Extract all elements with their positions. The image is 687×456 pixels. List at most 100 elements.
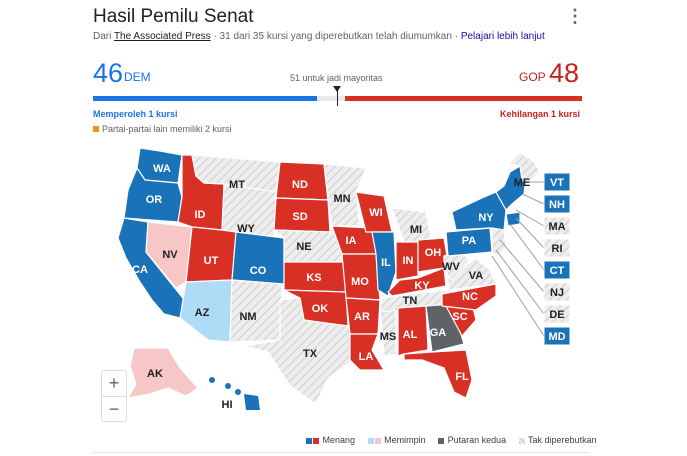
legend-not-contested-swatch — [518, 437, 525, 444]
box-MD[interactable] — [543, 326, 571, 346]
state-MN[interactable] — [323, 163, 367, 227]
box-MA[interactable] — [543, 216, 571, 236]
box-DE[interactable] — [543, 304, 571, 324]
box-NJ[interactable] — [543, 282, 571, 302]
label-OK: OK — [312, 303, 329, 315]
undecided-seat-bar — [317, 96, 345, 101]
source-line: Dari The Associated Press · 31 dari 35 k… — [93, 31, 545, 42]
legend-leading: Memimpin — [367, 435, 426, 445]
gop-lost-text: Kehilangan 1 kursi — [500, 109, 581, 119]
state-AK[interactable] — [127, 347, 199, 399]
legend-runoff: Putaran kedua — [438, 435, 506, 445]
state-HI[interactable] — [209, 377, 260, 410]
label-NE: NE — [296, 241, 311, 253]
label-WI: WI — [369, 207, 382, 219]
label-WV: WV — [442, 261, 460, 273]
label-CO: CO — [250, 265, 267, 277]
box-CT[interactable] — [543, 260, 571, 280]
label-VA: VA — [469, 270, 484, 282]
label-GA: GA — [430, 327, 447, 339]
box-VT[interactable] — [543, 172, 571, 192]
state-CT-RI — [505, 211, 521, 227]
label-LA: LA — [359, 351, 374, 363]
majority-label: 51 untuk jadi mayoritas — [290, 73, 383, 83]
label-TX: TX — [303, 348, 318, 360]
box-label-CT: CT — [550, 265, 565, 277]
label-AZ: AZ — [195, 307, 210, 319]
zoom-out-button[interactable]: − — [108, 399, 120, 419]
legend-won-dem-swatch — [306, 437, 312, 444]
state-IL[interactable] — [371, 231, 397, 297]
box-label-MD: MD — [548, 331, 565, 343]
bottom-divider — [93, 452, 589, 453]
state-AZ[interactable] — [179, 279, 233, 343]
label-NC: NC — [462, 291, 478, 303]
state-AL[interactable] — [397, 305, 429, 357]
label-MT: MT — [229, 179, 245, 191]
box-label-NJ: NJ — [550, 287, 564, 299]
label-PA: PA — [462, 235, 477, 247]
gop-seat-bar — [345, 96, 582, 101]
legend-won-gop-swatch — [313, 437, 319, 444]
state-LA[interactable] — [349, 333, 385, 371]
legend-runoff-swatch — [438, 437, 445, 444]
dem-seat-count: 46 — [93, 58, 124, 88]
source-link[interactable]: The Associated Press — [113, 31, 211, 42]
label-AK: AK — [147, 368, 163, 380]
label-OR: OR — [146, 194, 163, 206]
label-TN: TN — [403, 295, 418, 307]
box-RI[interactable] — [543, 238, 571, 258]
box-label-NH: NH — [549, 199, 565, 211]
label-CA: CA — [132, 264, 148, 276]
source-prefix: Dari — [93, 31, 112, 42]
label-SC: SC — [452, 311, 467, 323]
label-ME: ME — [514, 177, 531, 189]
label-MN: MN — [333, 193, 350, 205]
page-title: Hasil Pemilu Senat — [93, 6, 254, 27]
legend-not-contested: Tak diperebutkan — [518, 435, 597, 445]
label-MS: MS — [380, 331, 397, 343]
label-UT: UT — [204, 255, 219, 267]
label-MI: MI — [410, 224, 422, 236]
box-NH[interactable] — [543, 194, 571, 214]
legend-won: Menang — [306, 435, 355, 445]
state-MD-NJ-coast — [491, 227, 507, 257]
dem-seat-bar — [93, 96, 317, 101]
label-WA: WA — [153, 163, 171, 175]
state-NV[interactable] — [145, 221, 193, 289]
state-FL[interactable] — [403, 349, 473, 399]
label-IL: IL — [381, 257, 391, 269]
label-NY: NY — [478, 212, 494, 224]
zoom-in-button[interactable]: + — [102, 371, 126, 397]
majority-marker — [337, 88, 338, 106]
box-label-DE: DE — [549, 309, 564, 321]
zoom-controls: + − — [101, 370, 127, 422]
gop-seat-count: 48 — [549, 58, 580, 88]
map-legend: Menang Memimpin Putaran kedua Tak dipere… — [306, 435, 607, 445]
more-vert-icon[interactable]: ⋮ — [566, 6, 584, 26]
label-ND: ND — [292, 179, 308, 191]
label-AR: AR — [354, 311, 370, 323]
label-MO: MO — [351, 276, 369, 288]
dem-label: DEM — [124, 70, 151, 84]
label-KY: KY — [414, 280, 430, 292]
label-IN: IN — [403, 255, 414, 267]
box-label-VT: VT — [550, 177, 564, 189]
state-NY[interactable] — [451, 191, 507, 231]
majority-marker-icon — [333, 86, 341, 92]
state-ME[interactable] — [507, 151, 541, 185]
label-OH: OH — [425, 247, 442, 259]
state-VA[interactable] — [447, 257, 497, 291]
label-NM: NM — [239, 311, 256, 323]
other-parties-note: Partai-partai lain memiliki 2 kursi — [93, 124, 232, 134]
learn-more-link[interactable]: Pelajari lebih lanjut — [460, 31, 545, 42]
label-FL: FL — [455, 371, 469, 383]
state-TX[interactable] — [243, 297, 357, 405]
legend-leading-dem-swatch — [367, 437, 374, 444]
box-label-MA: MA — [548, 221, 565, 233]
other-party-swatch — [93, 126, 99, 132]
dem-gained-text: Memperoleh 1 kursi — [93, 109, 178, 119]
legend-leading-gop-swatch — [374, 437, 381, 444]
state-IN[interactable] — [395, 241, 419, 281]
gop-label: GOP — [519, 70, 546, 84]
